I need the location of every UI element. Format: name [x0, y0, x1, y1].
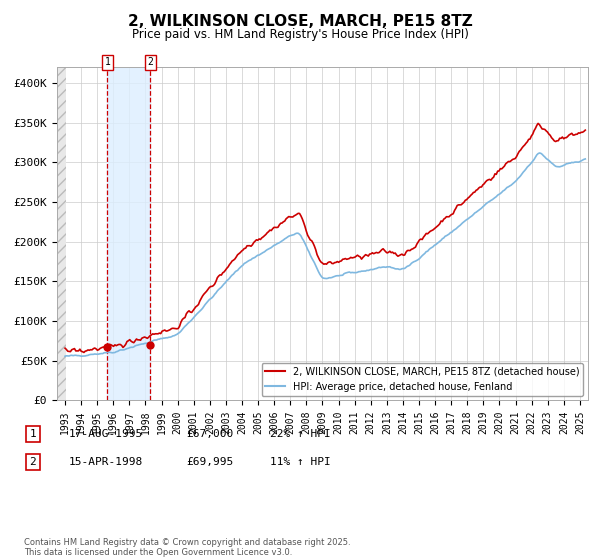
Text: 1: 1: [29, 429, 37, 439]
Text: 15-APR-1998: 15-APR-1998: [69, 457, 143, 467]
Text: 2: 2: [29, 457, 37, 467]
Text: £67,000: £67,000: [186, 429, 233, 439]
Bar: [107, 67, 150, 400]
Text: 1: 1: [104, 57, 110, 67]
Text: £69,995: £69,995: [186, 457, 233, 467]
Text: Contains HM Land Registry data © Crown copyright and database right 2025.
This d: Contains HM Land Registry data © Crown c…: [24, 538, 350, 557]
Text: 17-AUG-1995: 17-AUG-1995: [69, 429, 143, 439]
Legend: 2, WILKINSON CLOSE, MARCH, PE15 8TZ (detached house), HPI: Average price, detach: 2, WILKINSON CLOSE, MARCH, PE15 8TZ (det…: [262, 363, 583, 395]
Bar: [57, 67, 66, 400]
Text: 22% ↑ HPI: 22% ↑ HPI: [270, 429, 331, 439]
Text: Price paid vs. HM Land Registry's House Price Index (HPI): Price paid vs. HM Land Registry's House …: [131, 28, 469, 41]
Text: 2, WILKINSON CLOSE, MARCH, PE15 8TZ: 2, WILKINSON CLOSE, MARCH, PE15 8TZ: [128, 14, 472, 29]
Text: 2: 2: [147, 57, 153, 67]
Text: 11% ↑ HPI: 11% ↑ HPI: [270, 457, 331, 467]
